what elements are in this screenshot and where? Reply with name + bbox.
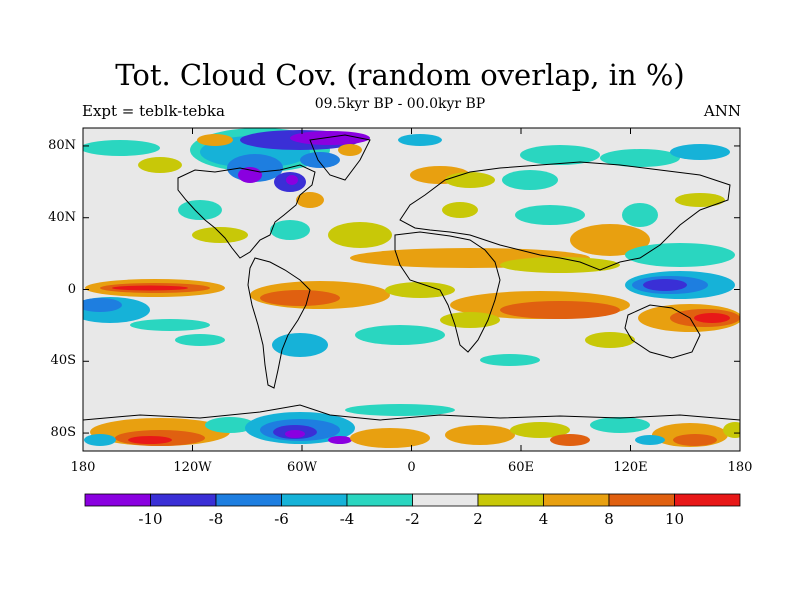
lon-tick-label: 120E: [613, 460, 648, 475]
colorbar-label: 2: [473, 510, 483, 528]
africa-coast: [394, 231, 501, 353]
north-america-coast: [177, 164, 316, 259]
lon-tick-label: 0: [407, 460, 416, 475]
lon-tick-label: 180: [70, 460, 96, 475]
colorbar-label: -4: [339, 510, 355, 528]
colorbar-swatch: [150, 493, 217, 507]
lon-tick-label: 60E: [507, 460, 535, 475]
colorbar-label: -8: [208, 510, 224, 528]
lon-tick-label: 180: [727, 460, 753, 475]
anomaly-southern-ocean: [84, 404, 740, 448]
latitude-tickmarks: [83, 145, 740, 434]
colorbar-swatch: [543, 493, 610, 507]
colorbar-label: 10: [664, 510, 685, 528]
colorbar-label: -6: [274, 510, 289, 528]
colorbar-label: 8: [604, 510, 614, 528]
lon-tick-label: 120W: [173, 460, 212, 475]
colorbar-swatch: [412, 493, 479, 507]
lat-tick-label: 80S: [50, 425, 76, 441]
colorbar-swatch: [84, 493, 151, 507]
colorbar-label: 4: [538, 510, 549, 528]
experiment-label: Expt = teblk-tebka: [82, 102, 225, 120]
lat-tick-label: 40N: [48, 209, 76, 225]
colorbar-swatch: [477, 493, 544, 507]
period-label: 09.5kyr BP - 00.0kyr BP: [314, 96, 486, 112]
lon-tick-label: 60W: [287, 460, 317, 475]
colorbar-swatch: [281, 493, 348, 507]
season-label: ANN: [703, 102, 741, 120]
colorbar-swatch: [608, 493, 675, 507]
longitude-tickmarks: [82, 128, 741, 451]
antarctica-coast: [83, 404, 740, 421]
lat-tick-label: 0: [67, 281, 76, 297]
south-america-coast: [247, 257, 311, 389]
colorbar-swatch: [346, 493, 413, 507]
colorbar-label: -2: [405, 510, 420, 528]
australia-coast: [624, 304, 701, 359]
colorbar-swatch: [215, 493, 282, 507]
eurasia-coast: [399, 161, 731, 271]
coastlines: [83, 134, 740, 421]
colorbar: [84, 493, 741, 507]
colorbar-swatch: [674, 493, 741, 507]
plot-title: Tot. Cloud Cov. (random overlap, in %): [115, 58, 685, 92]
lat-tick-label: 80N: [48, 137, 76, 153]
colorbar-label: -10: [138, 510, 163, 528]
lat-tick-label: 40S: [50, 353, 76, 369]
anomaly-north-america-arctic: [83, 128, 730, 248]
greenland-coast: [309, 134, 371, 181]
